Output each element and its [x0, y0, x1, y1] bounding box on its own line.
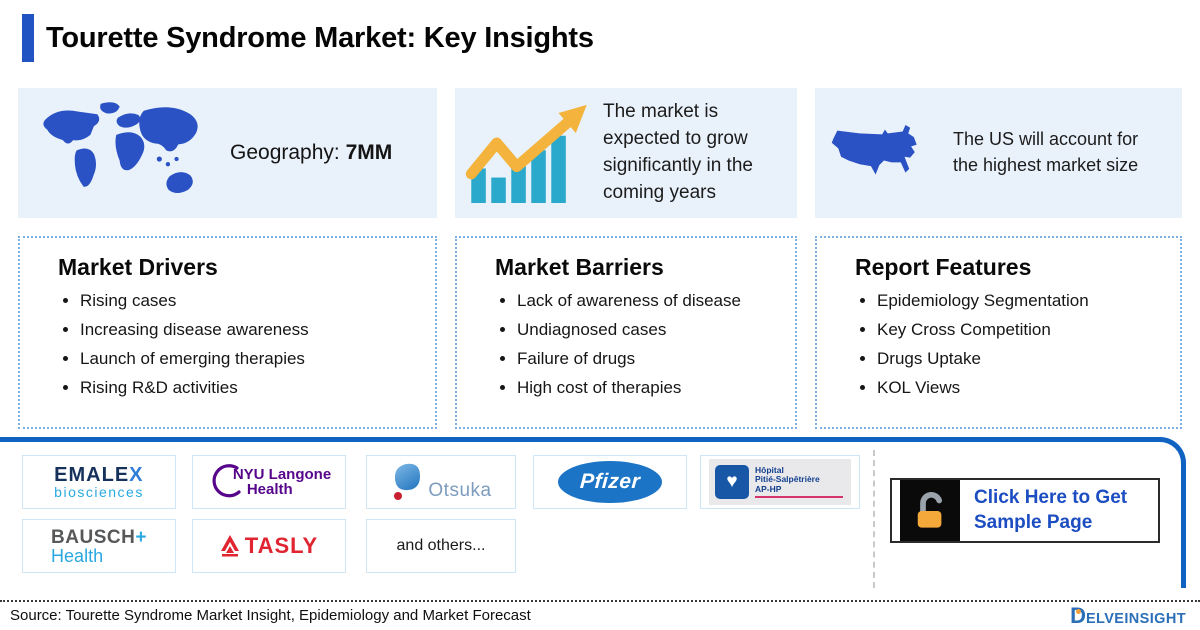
panel-report-features: Report Features Epidemiology Segmentatio…: [815, 236, 1182, 429]
emalex-x: X: [129, 464, 144, 486]
list-item: Lack of awareness of disease: [517, 291, 795, 311]
panel-list: Rising cases Increasing disease awarenes…: [80, 291, 435, 398]
delveinsight-logo: D ELVEINSIGHT: [1070, 603, 1186, 629]
tasly-wordmark: TASLY: [244, 533, 319, 558]
brand-initial: D: [1070, 603, 1086, 628]
panel-list: Lack of awareness of disease Undiagnosed…: [517, 291, 795, 398]
emalex-subtitle: biosciences: [54, 484, 144, 500]
geography-value: 7MM: [345, 141, 393, 164]
panel-title: Report Features: [855, 254, 1032, 280]
growth-chart-icon: [455, 103, 603, 203]
nyu-line2: Health: [246, 481, 293, 498]
bausch-health-word: Health: [51, 545, 104, 566]
unlock-icon: [900, 480, 960, 541]
nyu-arc-icon: [212, 464, 241, 498]
growth-text: The market is expected to grow significa…: [603, 101, 753, 203]
tasly-mark-icon: [220, 535, 239, 557]
logo-aphp: ♥ Hôpital Pitié-Salpêtrière AP-HP: [700, 455, 860, 509]
list-item: Drugs Uptake: [877, 349, 1180, 369]
logo-emalex: EMALEX biosciences: [22, 455, 176, 509]
aphp-line2: Pitié-Salpêtrière: [755, 474, 820, 485]
aphp-underline: [755, 496, 843, 499]
bausch-plus: +: [135, 526, 147, 548]
list-item: Undiagnosed cases: [517, 320, 795, 340]
panel-list: Epidemiology Segmentation Key Cross Comp…: [877, 291, 1180, 398]
band-divider: [873, 450, 875, 588]
list-item: High cost of therapies: [517, 378, 795, 398]
list-item: Key Cross Competition: [877, 320, 1180, 340]
emalex-wordmark: EMALE: [54, 464, 130, 486]
pfizer-oval: Pfizer: [558, 461, 662, 503]
logo-nyu-langone: NYU Langone Health: [192, 455, 346, 509]
otsuka-mark-icon: [394, 463, 421, 500]
pfizer-wordmark: Pfizer: [579, 470, 641, 493]
panel-market-drivers: Market Drivers Rising cases Increasing d…: [18, 236, 437, 429]
logo-pfizer: Pfizer: [533, 455, 687, 509]
get-sample-page-button[interactable]: Click Here to Get Sample Page: [890, 478, 1160, 543]
highlight-card-geography: Geography: 7MM: [18, 88, 437, 218]
list-item: Failure of drugs: [517, 349, 795, 369]
list-item: Launch of emerging therapies: [80, 349, 435, 369]
panel-title: Market Drivers: [58, 254, 218, 280]
others-label: and others...: [396, 537, 486, 554]
companies-band-border: [0, 437, 1186, 588]
list-item: Rising cases: [80, 291, 435, 311]
aphp-line3: AP-HP: [755, 483, 782, 494]
logo-others: and others...: [366, 519, 516, 573]
cta-label: Click Here to Get Sample Page: [974, 486, 1128, 533]
list-item: Rising R&D activities: [80, 378, 435, 398]
world-map-icon: [18, 97, 230, 209]
footer-divider: [0, 600, 1200, 602]
panel-market-barriers: Market Barriers Lack of awareness of dis…: [455, 236, 797, 429]
highlight-card-growth: The market is expected to grow significa…: [455, 88, 797, 218]
highlight-card-us: The US will account for the highest mark…: [815, 88, 1182, 218]
geography-text: Geography: 7MM: [230, 141, 392, 165]
header: Tourette Syndrome Market: Key Insights: [22, 14, 594, 62]
brand-wordmark: ELVEINSIGHT: [1085, 611, 1186, 627]
page-title: Tourette Syndrome Market: Key Insights: [46, 21, 594, 54]
otsuka-wordmark: Otsuka: [428, 480, 492, 501]
bausch-wordmark: BAUSCH: [51, 526, 136, 548]
source-text: Source: Tourette Syndrome Market Insight…: [10, 607, 531, 624]
title-accent-bar: [22, 14, 34, 62]
panel-title: Market Barriers: [495, 254, 664, 280]
list-item: Increasing disease awareness: [80, 320, 435, 340]
logo-otsuka: Otsuka: [366, 455, 516, 509]
logo-bausch-health: BAUSCH+ Health: [22, 519, 176, 573]
us-text: The US will account for the highest mark…: [953, 129, 1139, 175]
list-item: KOL Views: [877, 378, 1180, 398]
geography-label: Geography:: [230, 141, 346, 164]
nyu-line1: NYU Langone: [232, 466, 332, 483]
aphp-line1: Hôpital: [755, 464, 784, 475]
logo-tasly: TASLY: [192, 519, 346, 573]
list-item: Epidemiology Segmentation: [877, 291, 1180, 311]
us-map-icon: [815, 118, 953, 188]
aphp-heart-icon: ♥: [715, 465, 749, 499]
